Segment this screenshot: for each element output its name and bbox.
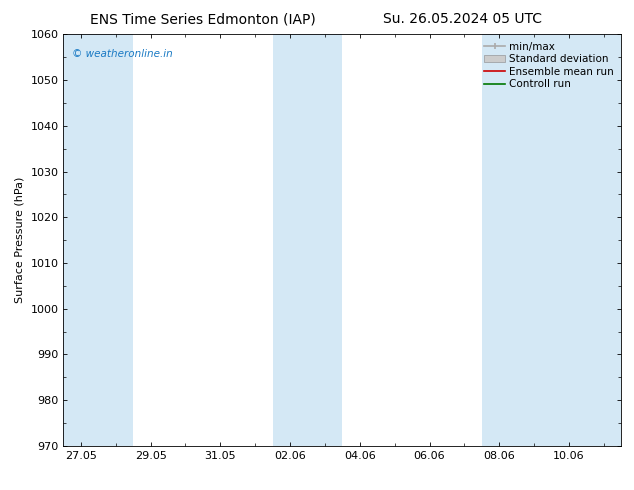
Bar (273, 34, 342, 446)
Text: ENS Time Series Edmonton (IAP): ENS Time Series Edmonton (IAP) (90, 12, 316, 26)
Bar (63, 34, 133, 446)
Legend: min/max, Standard deviation, Ensemble mean run, Controll run: min/max, Standard deviation, Ensemble me… (482, 40, 616, 92)
Text: © weatheronline.in: © weatheronline.in (72, 49, 172, 59)
Bar (482, 34, 621, 446)
Text: Su. 26.05.2024 05 UTC: Su. 26.05.2024 05 UTC (384, 12, 542, 26)
Y-axis label: Surface Pressure (hPa): Surface Pressure (hPa) (15, 177, 25, 303)
